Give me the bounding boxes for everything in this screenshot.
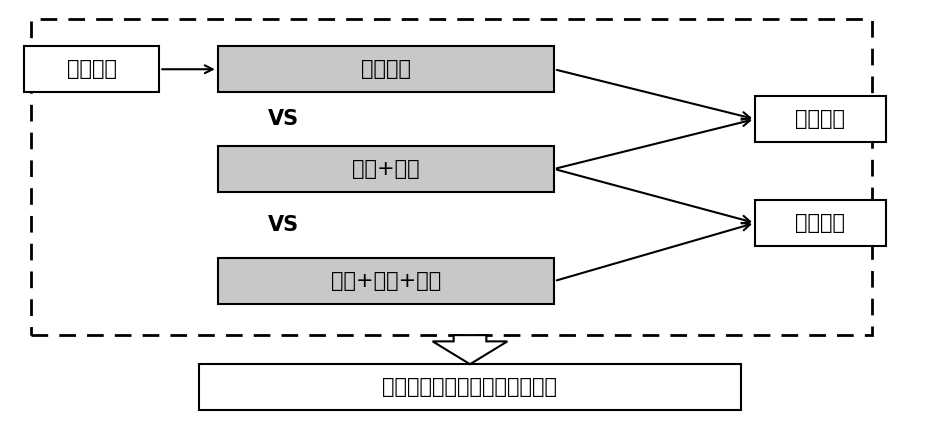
- Polygon shape: [432, 335, 508, 364]
- Text: 风蚀+水蚀: 风蚀+水蚀: [352, 159, 420, 179]
- FancyBboxPatch shape: [218, 146, 554, 192]
- FancyBboxPatch shape: [755, 200, 885, 246]
- Text: 风蚀+冻融+水蚀: 风蚀+冻融+水蚀: [331, 271, 441, 291]
- FancyBboxPatch shape: [218, 258, 554, 304]
- Text: 水蚀贡献: 水蚀贡献: [67, 59, 117, 79]
- Text: 风蚀、水蚀、冻融侵蚀贡献离解: 风蚀、水蚀、冻融侵蚀贡献离解: [383, 377, 557, 397]
- FancyBboxPatch shape: [218, 46, 554, 92]
- FancyBboxPatch shape: [755, 96, 885, 142]
- Text: 单一水蚀: 单一水蚀: [361, 59, 411, 79]
- FancyBboxPatch shape: [199, 364, 741, 410]
- Text: 冻融贡献: 冻融贡献: [795, 213, 845, 233]
- Text: VS: VS: [268, 109, 299, 129]
- Text: 风蚀贡献: 风蚀贡献: [795, 109, 845, 129]
- Text: VS: VS: [268, 215, 299, 235]
- FancyBboxPatch shape: [24, 46, 159, 92]
